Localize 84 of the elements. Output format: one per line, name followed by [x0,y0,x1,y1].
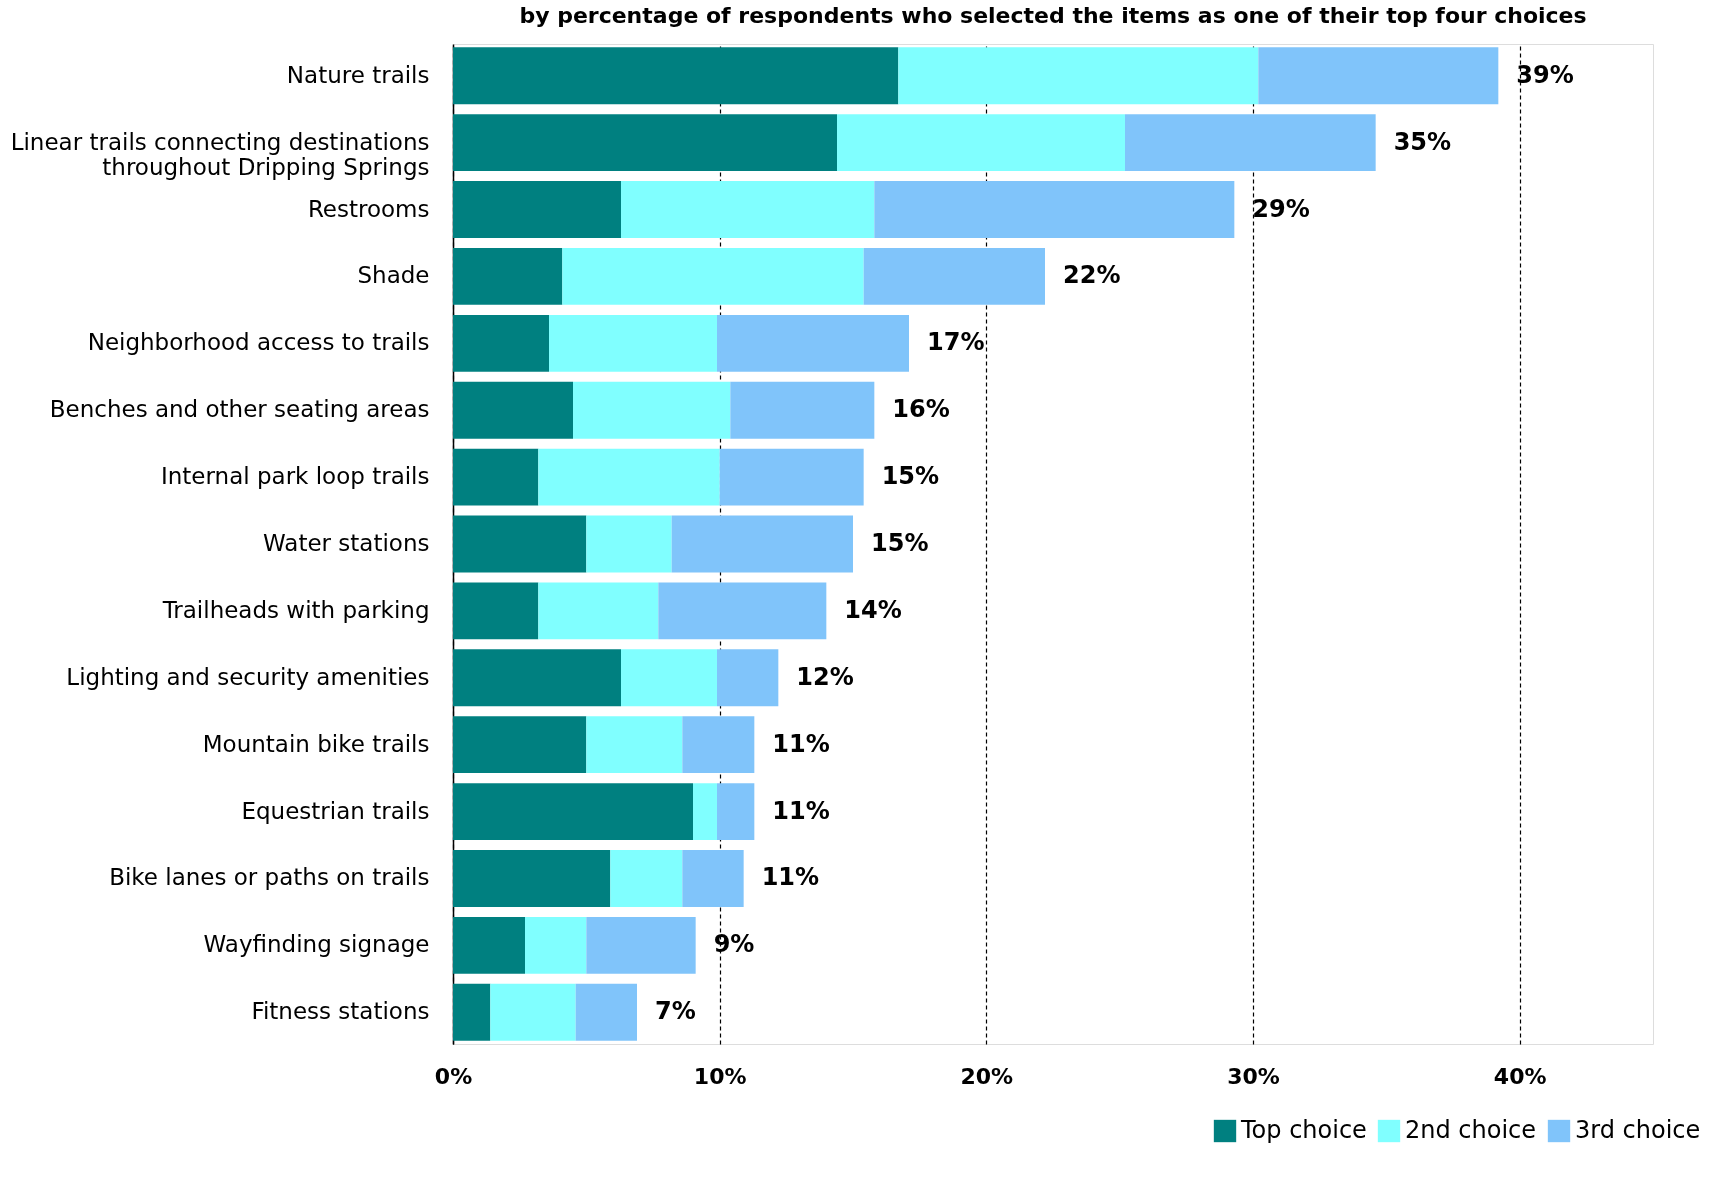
y-tick-label: Water stations [263,530,430,556]
bar [490,983,576,1041]
y-tick-label: Fitness stations [251,998,430,1025]
total-label: 35% [1393,127,1452,156]
legend-label: 3rd choice [1575,1116,1701,1144]
bar [453,248,563,305]
total-label: 22% [1063,261,1121,290]
bar [682,850,744,907]
bar [717,314,909,372]
bar [874,181,1235,238]
bar [658,582,827,640]
y-tick-label: Internal park loop trails [160,463,430,490]
bar [549,314,717,372]
bar [621,649,717,707]
total-label: 15% [871,529,929,557]
total-label: 17% [927,328,985,357]
bar [586,916,696,974]
y-tick-label: Restrooms [307,195,430,222]
x-tick-label: 20% [960,1063,1014,1089]
bar [717,783,755,840]
bar [525,916,587,974]
y-tick-label: Benches and other seating areas [49,396,430,423]
bar [610,850,683,907]
bar [573,381,731,439]
y-tick-label: Lighting and security amenities [66,663,430,690]
x-tick-label: 0% [434,1063,473,1089]
y-tick-label: Bike lanes or paths on trails [109,864,430,891]
bar [719,448,864,506]
total-label: 9% [713,930,755,959]
total-label: 11% [761,863,820,892]
total-label: 12% [796,662,854,691]
bar [538,582,659,640]
bar [453,47,899,105]
bar [837,114,1125,172]
total-label: 11% [772,729,830,758]
bar [453,783,693,840]
bar [730,381,875,439]
bar [693,783,717,840]
total-label: 29% [1252,194,1310,223]
bar [453,983,491,1041]
y-tick-label: Wayfinding signage [203,931,430,958]
bar [717,649,779,707]
bar [453,515,587,573]
bar [863,248,1045,305]
y-tick-label: Trailheads with parking [161,596,430,623]
bar [453,181,621,238]
bar [538,448,720,506]
bar [453,114,837,172]
bar [453,582,539,640]
total-label: 14% [844,595,902,624]
chart-title: by percentage of respondents who selected the items as one of their top four choices [519,3,1587,28]
legend-label: Top choice [1240,1116,1367,1144]
bar [682,716,755,774]
y-tick-label: Neighborhood access to trails [87,329,430,356]
total-label: 16% [892,395,950,424]
total-label: 7% [655,997,696,1026]
x-tick-label: 10% [693,1063,747,1089]
y-tick-label: Nature trails [286,61,430,88]
y-tick-label: Linear trails connecting destinations throughout Dripping Springs [10,128,430,180]
bar [453,716,587,774]
y-tick-label: Mountain bike trails [202,730,430,757]
bar [453,850,611,907]
legend-label: 2nd choice [1405,1116,1537,1144]
y-tick-label: Equestrian trails [241,797,430,824]
bar [1258,47,1499,105]
bar [453,314,549,372]
bar [575,983,637,1041]
bar [671,515,853,573]
bar [453,448,539,506]
bar [898,47,1259,105]
x-tick-label: 40% [1493,1063,1547,1089]
total-label: 39% [1516,60,1574,89]
bar [586,716,683,774]
y-tick-label: Shade [357,262,430,289]
bar [1125,114,1376,172]
bar [453,381,573,439]
bar [453,649,621,707]
bar [562,248,864,305]
total-label: 11% [772,796,830,825]
bar [453,916,525,974]
bar [621,181,875,238]
bar [586,515,672,573]
x-tick-label: 30% [1227,1063,1280,1089]
total-label: 15% [881,462,940,491]
